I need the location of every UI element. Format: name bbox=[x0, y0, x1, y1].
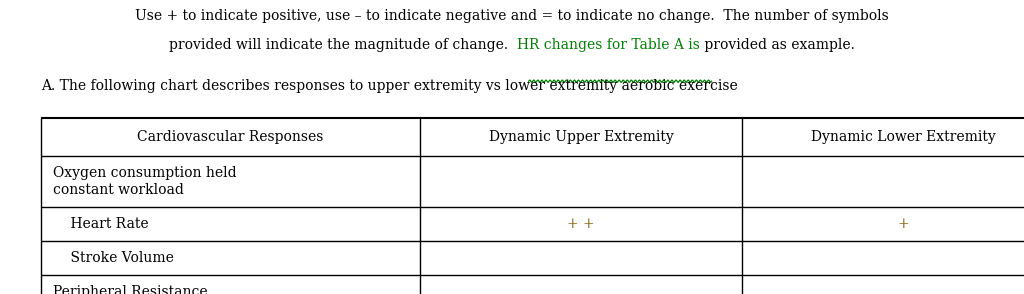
Text: Dynamic Upper Extremity: Dynamic Upper Extremity bbox=[488, 130, 674, 144]
Text: constant workload: constant workload bbox=[53, 183, 184, 197]
Text: Oxygen consumption held: Oxygen consumption held bbox=[53, 166, 237, 180]
Text: HR changes for Table A is: HR changes for Table A is bbox=[517, 38, 700, 52]
Text: Use + to indicate positive, use – to indicate negative and = to indicate no chan: Use + to indicate positive, use – to ind… bbox=[135, 9, 889, 23]
Text: +: + bbox=[898, 217, 909, 231]
Text: + +: + + bbox=[567, 217, 595, 231]
Text: Heart Rate: Heart Rate bbox=[53, 217, 148, 231]
Text: Peripheral Resistance: Peripheral Resistance bbox=[53, 285, 208, 294]
Text: provided as example.: provided as example. bbox=[700, 38, 855, 52]
Text: A. The following chart describes responses to upper extremity vs lower extremity: A. The following chart describes respons… bbox=[41, 79, 737, 93]
Text: Stroke Volume: Stroke Volume bbox=[53, 251, 174, 265]
Text: provided will indicate the magnitude of change.: provided will indicate the magnitude of … bbox=[169, 38, 517, 52]
Text: Dynamic Lower Extremity: Dynamic Lower Extremity bbox=[811, 130, 996, 144]
Text: Cardiovascular Responses: Cardiovascular Responses bbox=[137, 130, 324, 144]
